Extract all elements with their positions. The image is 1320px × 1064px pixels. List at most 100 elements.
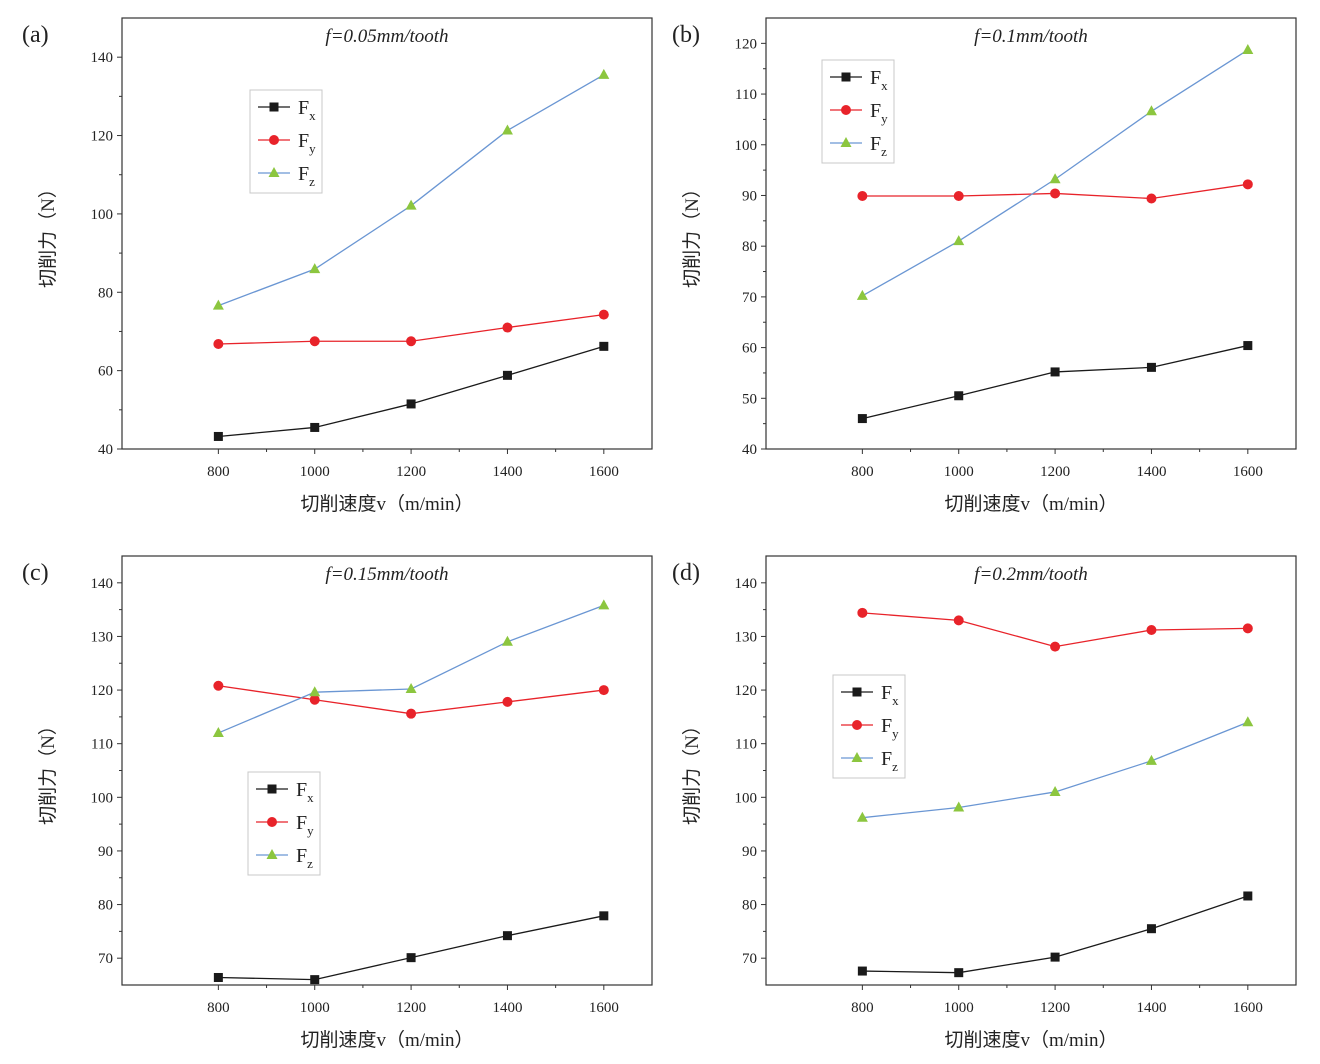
data-point-Fz xyxy=(212,726,224,737)
data-point-Fx xyxy=(1146,362,1156,372)
data-point-Fz xyxy=(1242,716,1254,727)
legend-label-subscript: y xyxy=(881,111,888,126)
data-point-Fy xyxy=(502,696,513,707)
y-tick-label: 90 xyxy=(98,844,113,860)
legend-label-subscript: y xyxy=(892,726,899,741)
legend-label-base: F xyxy=(870,133,881,155)
data-point-Fz xyxy=(405,682,417,693)
chart-panel-b: 40 50 60 70 80 90 100 110 120 800 1000 1200 1400 1600… xyxy=(672,17,1297,515)
data-point-Fy xyxy=(502,322,513,333)
legend-label-subscript: x xyxy=(307,790,314,805)
x-tick-label: 1200 xyxy=(1040,464,1070,480)
x-tick-label: 800 xyxy=(207,1000,230,1016)
chart-panel-c: 70 80 90 100 110 120 130 140 800 1000 1200 1400 1600… xyxy=(22,555,653,1051)
data-point-Fy xyxy=(1242,179,1253,190)
legend-marker-Fy xyxy=(841,105,851,115)
legend-label-base: F xyxy=(296,845,307,867)
data-point-Fz xyxy=(1242,43,1254,54)
legend-label-subscript: z xyxy=(309,174,315,189)
legend-label-base: F xyxy=(881,682,892,704)
x-tick-label: 1600 xyxy=(589,464,619,480)
y-axis-label: 切削力（N） xyxy=(37,179,59,288)
y-tick-label: 70 xyxy=(98,951,113,967)
data-point-Fz xyxy=(309,263,321,274)
x-tick-label: 1400 xyxy=(1136,1000,1166,1016)
data-point-Fy xyxy=(213,680,224,691)
panel-title: f=0.2mm/tooth xyxy=(974,564,1088,585)
data-point-Fy xyxy=(1050,641,1061,652)
legend-label-subscript: y xyxy=(307,823,314,838)
data-point-Fy xyxy=(309,694,320,705)
legend-marker-Fx xyxy=(852,687,862,697)
x-tick-label: 1400 xyxy=(492,1000,522,1016)
legend-label-Fz: Fz xyxy=(296,845,313,871)
y-tick-label: 100 xyxy=(735,138,758,154)
data-point-Fx xyxy=(1243,341,1253,351)
y-tick-label: 130 xyxy=(91,629,114,645)
x-tick-label: 1200 xyxy=(396,464,426,480)
legend-label-Fz: Fz xyxy=(870,133,887,159)
panel-label: (b) xyxy=(672,22,700,48)
legend-label-Fx: Fx xyxy=(298,97,316,123)
y-tick-label: 80 xyxy=(742,239,757,255)
data-point-Fx xyxy=(599,911,609,921)
x-axis-label: 切削速度v（m/min） xyxy=(944,493,1117,515)
data-point-Fz xyxy=(212,299,224,310)
y-tick-label: 90 xyxy=(742,844,757,860)
x-tick-label: 800 xyxy=(851,1000,874,1016)
y-tick-label: 60 xyxy=(742,341,757,357)
legend-marker-Fz xyxy=(840,137,852,147)
data-point-Fz xyxy=(856,811,868,822)
series-line-Fz xyxy=(862,721,1249,819)
data-point-Fx xyxy=(502,931,512,941)
plot-frame xyxy=(121,17,653,450)
data-point-Fx xyxy=(310,975,320,985)
data-point-Fz xyxy=(1049,785,1061,796)
data-point-Fx xyxy=(213,431,223,441)
data-point-Fz xyxy=(1145,105,1157,116)
data-point-Fy xyxy=(953,190,964,201)
y-tick-label: 120 xyxy=(91,683,114,699)
x-tick-label: 1000 xyxy=(944,1000,974,1016)
legend-label-subscript: x xyxy=(881,78,888,93)
y-tick-label: 80 xyxy=(98,898,113,914)
data-point-Fx xyxy=(857,414,867,424)
legend-label-Fy: Fy xyxy=(881,715,899,741)
panel-label: (d) xyxy=(672,560,700,586)
y-tick-label: 140 xyxy=(91,50,114,66)
x-tick-label: 1000 xyxy=(300,464,330,480)
data-point-Fx xyxy=(406,399,416,409)
legend-label-subscript: x xyxy=(892,693,899,708)
legend-marker-Fy xyxy=(267,817,277,827)
data-point-Fx xyxy=(954,391,964,401)
series-line-Fx xyxy=(218,345,605,438)
panel-title: f=0.15mm/tooth xyxy=(325,564,448,585)
legend-label-subscript: x xyxy=(309,108,316,123)
legend-marker-Fy xyxy=(269,135,279,145)
data-point-Fz xyxy=(501,124,513,135)
data-point-Fx xyxy=(406,953,416,963)
data-point-Fz xyxy=(598,599,610,610)
x-tick-label: 1000 xyxy=(300,1000,330,1016)
y-axis-label: 切削力（N） xyxy=(681,179,703,288)
legend-marker-Fx xyxy=(269,102,279,112)
series-line-Fx xyxy=(218,915,604,981)
chart-panel-a: 40 60 80 100 120 140 800 1000 1200 1400 1600 切削速度v（… xyxy=(22,17,653,515)
x-tick-label: 1400 xyxy=(492,464,522,480)
x-tick-label: 1600 xyxy=(1233,1000,1263,1016)
x-tick-label: 1200 xyxy=(396,1000,426,1016)
data-point-Fz xyxy=(856,289,868,300)
y-tick-label: 110 xyxy=(735,87,757,103)
data-point-Fy xyxy=(598,309,609,320)
y-tick-label: 40 xyxy=(742,442,757,458)
chart-panel-d: 70 80 90 100 110 120 130 140 800 1000 1200 1400 1600… xyxy=(672,555,1297,1051)
data-point-Fx xyxy=(1243,891,1253,901)
data-point-Fz xyxy=(1049,173,1061,184)
legend-marker-Fz xyxy=(268,167,280,177)
y-tick-label: 110 xyxy=(735,737,757,753)
panel-label: (a) xyxy=(22,22,49,48)
data-point-Fy xyxy=(598,685,609,696)
data-point-Fz xyxy=(309,686,321,697)
y-tick-label: 90 xyxy=(742,188,757,204)
data-point-Fx xyxy=(502,370,512,380)
